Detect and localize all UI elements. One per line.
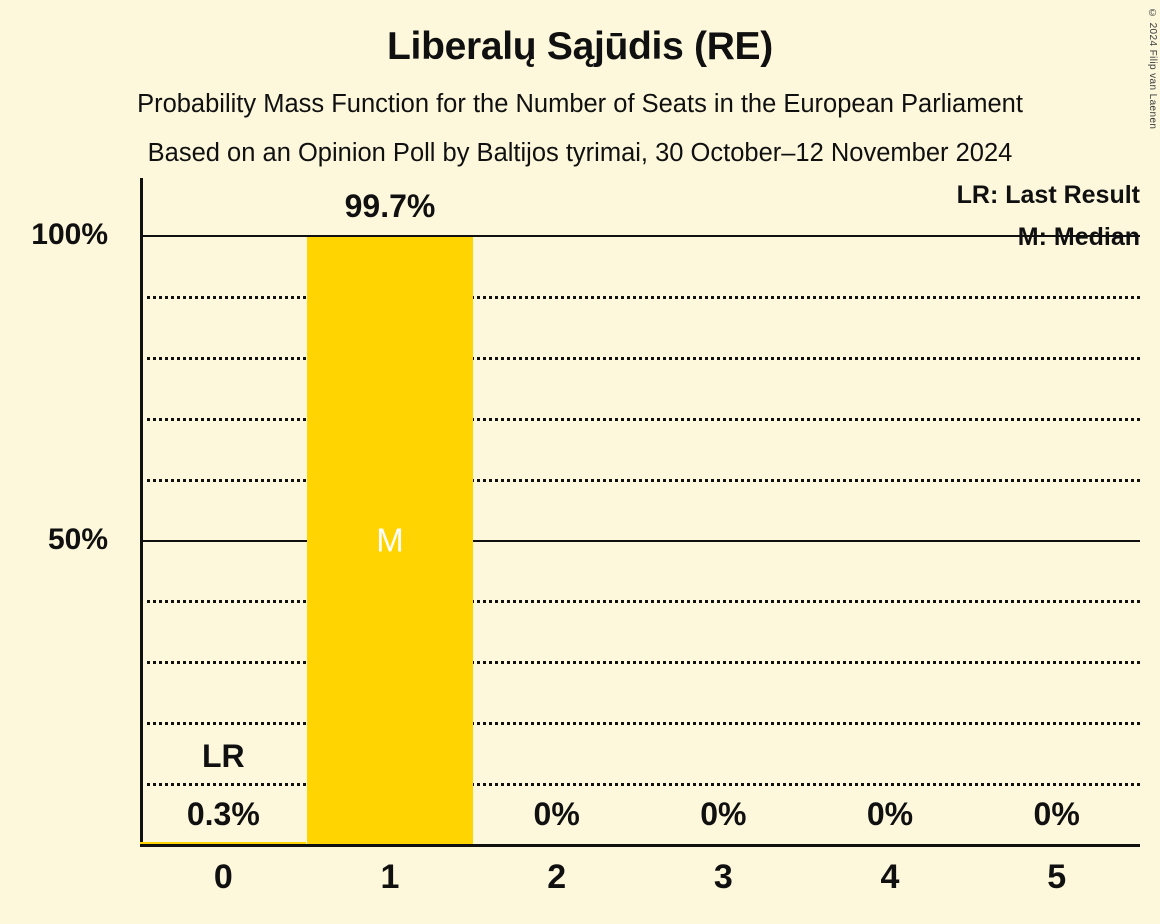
gridline-60 [140, 478, 1140, 482]
bar-slot-3[interactable]: 0% [640, 178, 807, 847]
gridline-100 [140, 235, 1140, 237]
x-tick-label-5: 5 [1047, 858, 1067, 896]
x-tick-label-1: 1 [380, 858, 400, 896]
x-tick-label-2: 2 [547, 858, 567, 896]
gridline-20 [140, 722, 1140, 726]
bar-0[interactable] [140, 842, 307, 844]
y-tick-label-100: 100% [31, 218, 108, 251]
x-axis-line [140, 844, 1140, 847]
gridline-70 [140, 417, 1140, 421]
bar-value-label-5: 0% [1033, 796, 1080, 832]
y-tick-label-50: 50% [47, 522, 108, 556]
legend-item-last-result: LR: Last Result [956, 181, 1140, 209]
bar-slot-4[interactable]: 0% [807, 178, 974, 847]
chart-legend: LR: Last Result M: Median [957, 183, 1140, 250]
title-block: Liberalų Sąjūdis (RE) Probability Mass F… [0, 0, 1160, 166]
bar-value-label-4: 0% [866, 796, 914, 832]
x-tick-label-4: 4 [880, 858, 900, 896]
y-axis-line [140, 178, 143, 847]
x-tick-label-3: 3 [713, 858, 733, 896]
plot-area: 50% 100% 0.3% LR 99.7% M 0% 0% 0% 0% 0 1 2 3 4 5 [31, 178, 1140, 894]
bar-slot-5[interactable]: 0% [973, 178, 1140, 847]
legend-item-median: M: Median [1017, 223, 1140, 251]
bar-slot-2[interactable]: 0% [473, 178, 640, 847]
chart-subtitle-line-1: Probability Mass Function for the Number… [137, 90, 1023, 118]
copyright-notice: © 2024 Filip van Laenen [1147, 8, 1158, 130]
gridline-50 [140, 539, 1140, 542]
chart-subtitle-line-2: Based on an Opinion Poll by Baltijos tyr… [147, 138, 1013, 167]
bar-slot-0[interactable]: 0.3% LR [140, 178, 307, 847]
gridline-90 [140, 295, 1140, 299]
last-result-marker: LR [202, 738, 245, 774]
x-tick-label-0: 0 [213, 858, 233, 896]
bar-value-label-2: 0% [533, 796, 580, 832]
bars-group: 0.3% LR 99.7% M 0% 0% 0% 0% [140, 178, 1140, 847]
bar-value-label-3: 0% [700, 796, 747, 832]
bar-value-label-0: 0.3% [186, 796, 260, 832]
gridline-80 [140, 356, 1140, 360]
bar-slot-1[interactable]: 99.7% M [307, 178, 474, 847]
bar-value-label-1: 99.7% [344, 187, 436, 224]
gridline-40 [140, 600, 1140, 604]
page-title: Liberalų Sąjūdis (RE) [387, 25, 773, 68]
median-marker: M [376, 521, 404, 558]
gridline-30 [140, 661, 1140, 665]
gridline-10 [140, 783, 1140, 787]
bar-1[interactable] [307, 236, 473, 844]
